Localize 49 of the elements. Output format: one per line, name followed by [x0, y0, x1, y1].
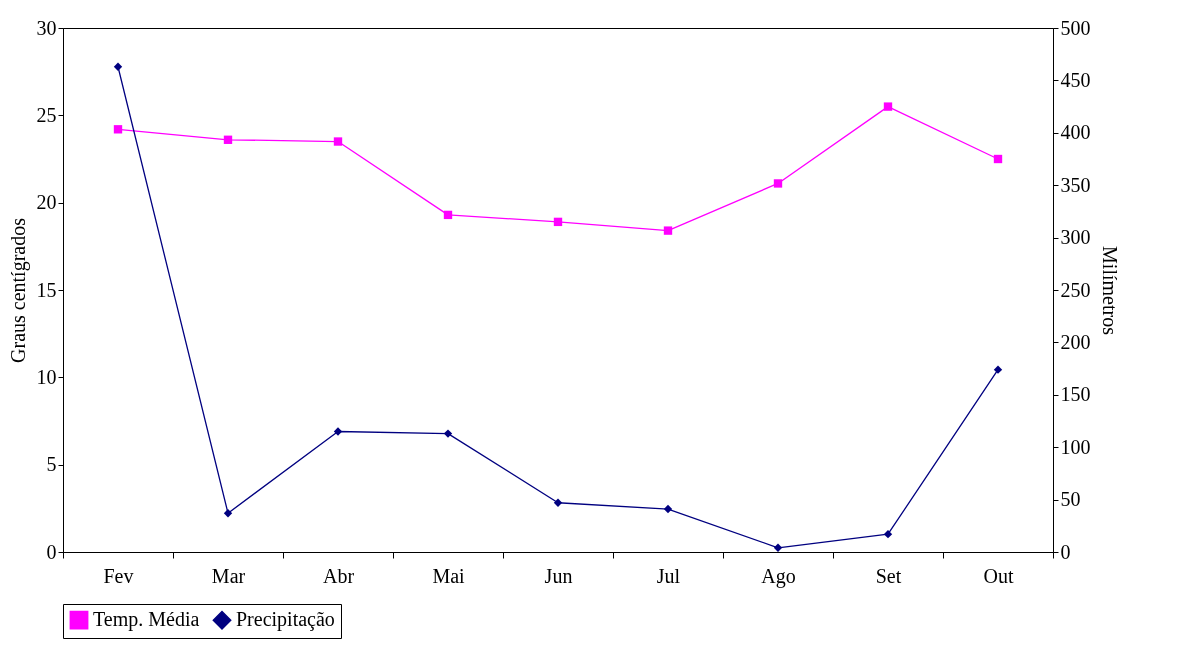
point: [993, 154, 1003, 164]
y2-tick-label: 300: [1060, 226, 1091, 249]
point: [993, 365, 1003, 374]
x-tick-label: Ago: [761, 564, 796, 588]
y2-tick-label: 400: [1060, 121, 1091, 144]
point: [113, 125, 123, 134]
point: [883, 102, 893, 111]
y2-tick-label: 450: [1060, 68, 1091, 91]
y-tick-label: 15: [36, 278, 57, 301]
point: [113, 62, 123, 71]
y-tick-label: 25: [36, 103, 57, 126]
x-tick-label: Mar: [211, 564, 246, 587]
x-tick-label: Out: [983, 564, 1014, 587]
x-tick-label: Abr: [322, 564, 355, 587]
point: [443, 429, 453, 438]
point: [773, 543, 783, 552]
point: [883, 530, 893, 539]
point: [553, 498, 563, 507]
point: [663, 226, 673, 235]
y-tick-label: 5: [46, 453, 57, 476]
y2-tick-label: 200: [1060, 330, 1091, 353]
y-axis-title: Graus centígrados: [6, 217, 30, 363]
y-tick-label: 30: [36, 16, 57, 39]
y2-tick-label: 0: [1060, 540, 1071, 563]
point: [333, 137, 343, 146]
y2-tick-label: 350: [1060, 173, 1091, 196]
y-tick-label: 20: [36, 191, 57, 214]
x-tick-label: Set: [875, 564, 902, 587]
x-tick-label: Fev: [103, 564, 134, 587]
point: [553, 217, 563, 227]
y2-tick-label: 50: [1060, 488, 1081, 511]
point: [223, 135, 233, 144]
y-tick-label: 0: [46, 540, 57, 563]
legend-label: Temp. Média: [93, 608, 200, 632]
point: [223, 509, 233, 518]
x-tick-label: Jun: [544, 564, 573, 587]
y2-tick-label: 100: [1060, 435, 1091, 458]
point: [443, 210, 453, 220]
y-tick-label: 10: [36, 365, 57, 388]
y2-axis-title: Milímetros: [1098, 246, 1121, 336]
point: [333, 427, 343, 436]
x-tick-label: Jul: [656, 564, 681, 587]
y2-tick-label: 250: [1060, 278, 1091, 301]
point: [663, 504, 673, 514]
point: [773, 179, 783, 188]
legend-label: Precipitação: [236, 608, 335, 632]
y2-tick-label: 150: [1060, 383, 1091, 406]
y2-tick-label: 500: [1060, 16, 1091, 39]
x-tick-label: Mai: [432, 564, 466, 587]
